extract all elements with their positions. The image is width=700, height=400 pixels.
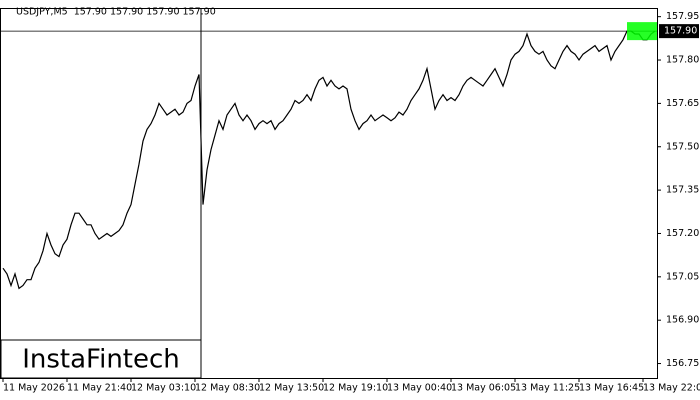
y-tick-label: 157.80 (666, 55, 699, 66)
last-price-label: 157.90 (664, 26, 697, 37)
x-tick-label: 13 May 22:05 (643, 383, 700, 394)
y-tick-label: 156.90 (666, 315, 699, 326)
x-tick-label: 12 May 13:50 (259, 383, 324, 394)
chart-title: USDJPY,M5 157.90 157.90 157.90 157.90 (16, 7, 216, 18)
price-line (2, 30, 656, 290)
x-tick-label: 11 May 2026 (3, 383, 65, 394)
x-tick-label: 11 May 21:40 (67, 383, 132, 394)
x-tick-label: 13 May 16:45 (579, 383, 644, 394)
logo-box (0, 339, 202, 379)
plot-frame (0, 8, 658, 379)
y-tick-label: 156.75 (666, 358, 699, 369)
x-tick-label: 13 May 11:25 (515, 383, 580, 394)
y-tick-label: 157.05 (666, 271, 699, 282)
x-tick-label: 13 May 00:40 (387, 383, 452, 394)
last-price-box (659, 24, 699, 39)
last-price-highlight (627, 22, 657, 41)
x-tick-label: 12 May 03:10 (131, 383, 196, 394)
logo: InstaFintech (22, 345, 180, 375)
x-tick-label: 12 May 08:30 (195, 383, 260, 394)
x-tick-label: 13 May 06:05 (451, 383, 516, 394)
y-tick-label: 157.95 (666, 11, 699, 22)
y-tick-label: 157.35 (666, 185, 699, 196)
y-tick-label: 157.65 (666, 98, 699, 109)
y-tick-label: 157.50 (666, 141, 699, 152)
x-tick-label: 12 May 19:10 (323, 383, 388, 394)
y-tick-label: 157.20 (666, 228, 699, 239)
